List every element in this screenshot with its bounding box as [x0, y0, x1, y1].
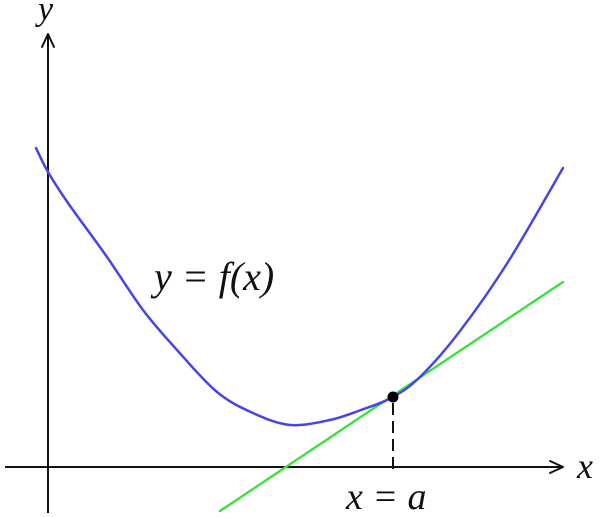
curve-label: y = f(x): [150, 254, 274, 299]
tangent-point-label: x = a: [345, 476, 427, 517]
x-axis-arrow-icon: [549, 460, 564, 474]
x-axis-label: x: [576, 446, 593, 486]
y-axis-arrow-icon: [41, 33, 55, 48]
function-curve: [34, 146, 565, 427]
tangent-point-dot: [387, 391, 399, 403]
y-axis-label: y: [35, 0, 54, 28]
